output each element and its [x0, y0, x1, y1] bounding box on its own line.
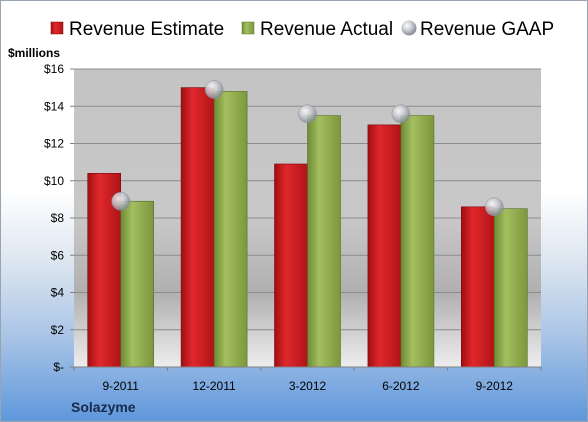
bar-revenue-actual [307, 115, 341, 368]
x-axis-ticks: 9-2011 12-2011 3-2012 6-2012 9-2012 [73, 367, 542, 393]
marker-revenue-gaap [298, 104, 317, 123]
marker-revenue-gaap [391, 104, 411, 123]
y-tick-label: $6 [51, 248, 65, 262]
bar-revenue-estimate [367, 124, 402, 368]
marker-revenue-gaap [485, 197, 504, 217]
gaap-markers [111, 80, 504, 217]
y-tick-label: $8 [51, 211, 65, 225]
bar-revenue-estimate [180, 87, 215, 368]
bar-revenue-estimate [274, 163, 308, 368]
y-tick-label: $14 [44, 99, 64, 113]
bars [87, 87, 528, 368]
legend-swatch-actual [241, 21, 255, 35]
legend-item-gaap: Revenue GAAP [401, 19, 554, 40]
legend: Revenue Estimate Revenue Actual Revenue … [50, 19, 554, 40]
y-axis-label: $millions [8, 46, 60, 60]
x-tick-label: 9-2012 [476, 379, 514, 393]
legend-item-actual: Revenue Actual [241, 19, 393, 40]
y-tick-label: $10 [44, 174, 64, 188]
legend-swatch-estimate [50, 21, 64, 35]
y-tick-label: $2 [51, 323, 65, 337]
y-tick-label: $4 [51, 286, 65, 300]
bar-revenue-actual [120, 200, 154, 368]
marker-revenue-gaap [204, 80, 224, 99]
legend-label-gaap: Revenue GAAP [420, 19, 554, 40]
legend-label-actual: Revenue Actual [260, 19, 393, 40]
marker-revenue-gaap [111, 191, 130, 211]
y-tick-label: $- [53, 360, 64, 374]
bar-revenue-actual [213, 91, 248, 368]
legend-item-estimate: Revenue Estimate [50, 19, 224, 40]
bar-revenue-actual [400, 115, 435, 368]
x-tick-label: 9-2011 [102, 379, 139, 393]
bar-revenue-estimate [460, 206, 495, 368]
legend-marker-gaap [401, 20, 417, 36]
x-tick-label: 12-2011 [193, 379, 236, 393]
legend-label-estimate: Revenue Estimate [69, 19, 224, 40]
company-name: Solazyme [71, 399, 136, 415]
y-tick-label: $16 [44, 62, 64, 76]
x-tick-label: 6-2012 [382, 379, 420, 393]
x-tick-label: 3-2012 [289, 379, 327, 393]
bar-revenue-actual [493, 208, 528, 368]
y-tick-label: $12 [44, 137, 64, 151]
y-axis-ticks: $- $2 $4 $6 $8 $10 $12 $14 $16 [44, 62, 74, 374]
